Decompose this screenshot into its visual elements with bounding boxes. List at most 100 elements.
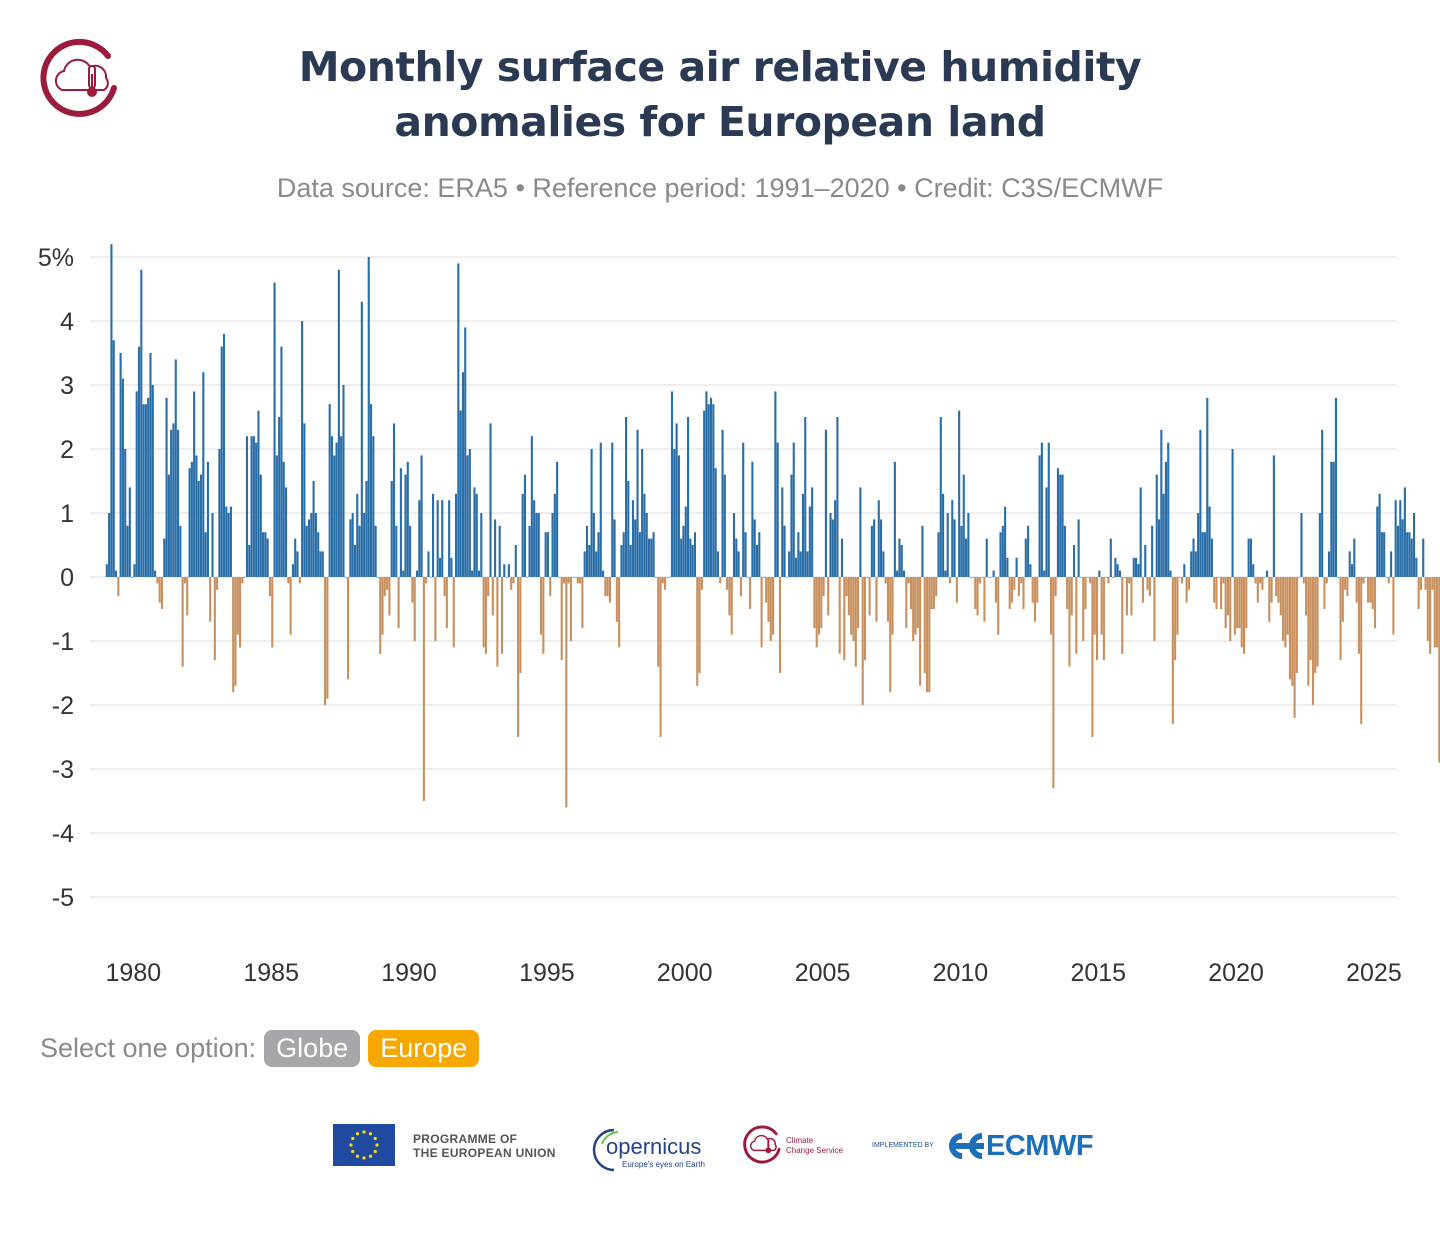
bar <box>992 570 995 577</box>
bar <box>1226 577 1230 616</box>
bar <box>402 570 405 577</box>
ecmwf-text: ECMWF <box>986 1130 1094 1162</box>
bar <box>1256 577 1259 603</box>
bar <box>268 577 272 597</box>
bar <box>795 557 798 577</box>
bar <box>1107 577 1110 584</box>
bar <box>1146 577 1149 590</box>
y-tick-label: -2 <box>52 692 74 720</box>
eu-star <box>351 1149 355 1154</box>
bar <box>195 455 198 577</box>
bar <box>1157 519 1161 577</box>
y-tick-label: 1 <box>60 500 74 528</box>
bar <box>902 570 906 577</box>
bar <box>1183 564 1186 577</box>
bar <box>1236 577 1239 629</box>
bar <box>1068 577 1071 667</box>
bar <box>827 577 830 616</box>
bar <box>976 577 979 616</box>
bar <box>1403 487 1406 577</box>
bar <box>1328 551 1331 577</box>
bar <box>712 404 715 577</box>
bar <box>305 525 308 577</box>
eu-star <box>375 1143 379 1147</box>
bar <box>928 577 931 693</box>
bar <box>528 525 531 577</box>
bar <box>1015 557 1018 577</box>
eu-star <box>362 1156 366 1160</box>
bar <box>1148 577 1151 597</box>
bar <box>429 577 432 578</box>
europe-button[interactable]: Europe <box>368 1029 480 1067</box>
bar <box>859 487 862 577</box>
bar <box>1383 532 1386 577</box>
bar <box>1396 525 1400 577</box>
bar <box>1010 577 1014 603</box>
bar <box>484 577 487 654</box>
bar <box>1378 493 1381 577</box>
bar <box>666 577 669 578</box>
bar <box>645 513 648 577</box>
bar <box>227 513 230 577</box>
bar <box>278 417 281 577</box>
bar <box>537 513 540 577</box>
bar <box>1070 577 1073 616</box>
bar <box>1109 538 1112 577</box>
bar <box>1415 557 1418 577</box>
bar <box>1033 577 1037 622</box>
bar <box>916 577 919 629</box>
bar <box>606 577 609 597</box>
bar <box>340 436 343 577</box>
bar <box>579 577 582 584</box>
bar <box>611 442 614 577</box>
bar <box>599 442 602 577</box>
bar <box>1307 577 1310 686</box>
eu-star <box>355 1154 360 1158</box>
bar <box>948 577 952 584</box>
bar <box>549 577 552 597</box>
bar <box>177 429 180 577</box>
bar <box>1059 474 1062 577</box>
bar <box>1300 513 1303 577</box>
bar <box>1364 577 1367 578</box>
bar <box>1210 538 1213 577</box>
bar <box>142 404 145 577</box>
bar <box>1206 397 1209 577</box>
bar <box>197 481 200 577</box>
bar <box>358 525 361 577</box>
bar <box>1084 577 1087 609</box>
bar <box>1222 577 1225 584</box>
bar <box>1185 577 1188 603</box>
bar <box>1190 551 1193 577</box>
bar <box>1089 577 1092 584</box>
bar <box>1410 538 1413 577</box>
cloud-thermometer-icon <box>743 1125 781 1164</box>
bar <box>581 577 584 629</box>
bar <box>1240 577 1243 648</box>
bar <box>1169 570 1172 577</box>
bar <box>243 577 246 578</box>
bar <box>893 461 896 577</box>
bar <box>962 474 965 577</box>
bar <box>834 500 837 577</box>
bar <box>310 513 313 577</box>
bar <box>119 353 122 577</box>
bar <box>716 551 719 577</box>
globe-button[interactable]: Globe <box>264 1029 361 1067</box>
bar <box>670 391 674 577</box>
bar <box>620 545 623 577</box>
bar <box>838 577 841 654</box>
bar <box>356 493 359 577</box>
bar <box>381 577 384 635</box>
bar <box>914 577 917 635</box>
bar <box>386 577 389 590</box>
bar <box>1091 577 1094 737</box>
y-tick-label: -4 <box>52 820 74 848</box>
y-tick-label: -3 <box>52 756 74 784</box>
bar <box>1038 455 1041 577</box>
bar <box>714 468 717 577</box>
bar <box>328 404 331 577</box>
bar <box>165 397 168 577</box>
bar <box>505 577 508 578</box>
bar <box>868 577 871 616</box>
